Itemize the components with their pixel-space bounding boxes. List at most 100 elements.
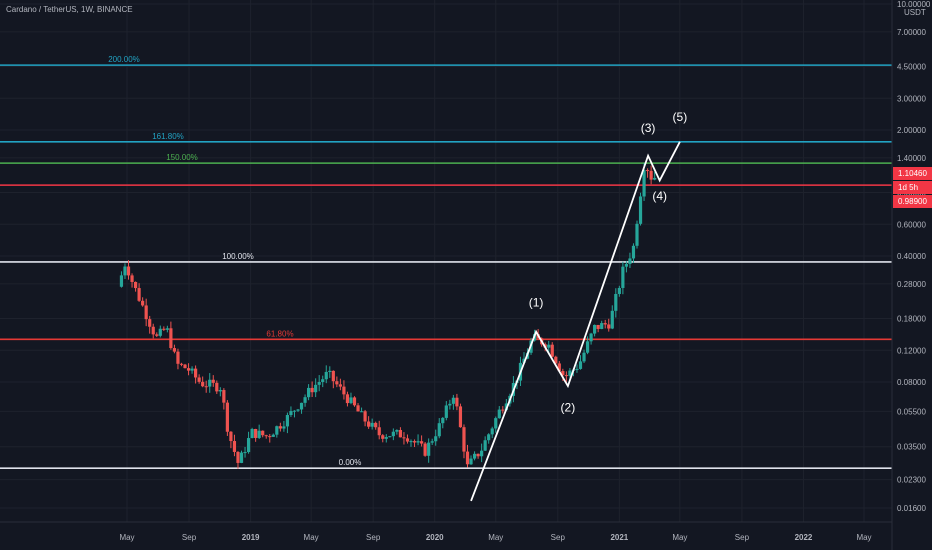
candle-body bbox=[607, 324, 611, 329]
candle-body bbox=[141, 300, 145, 306]
candle-body bbox=[430, 441, 434, 443]
candle-body bbox=[582, 352, 586, 362]
candle-body bbox=[501, 409, 505, 411]
candle-body bbox=[451, 397, 455, 404]
candle-body bbox=[232, 441, 237, 452]
y-tick-label: 2.00000 bbox=[897, 126, 926, 135]
candle-body bbox=[268, 436, 272, 438]
candles bbox=[119, 162, 657, 469]
candle-body bbox=[243, 452, 247, 454]
candle-body bbox=[398, 430, 403, 438]
price-badge bbox=[893, 181, 932, 194]
candle-body bbox=[338, 384, 342, 387]
candle-body bbox=[469, 458, 473, 465]
candle-body bbox=[547, 344, 551, 348]
candle-body bbox=[352, 397, 357, 406]
candle-body bbox=[151, 326, 155, 335]
candle-body bbox=[405, 438, 410, 442]
wave-label: (1) bbox=[529, 295, 544, 309]
candle-body bbox=[275, 426, 279, 435]
y-tick-label: 0.05500 bbox=[897, 407, 926, 416]
candle-body bbox=[186, 368, 191, 371]
candle-body bbox=[229, 431, 233, 442]
candle-body bbox=[133, 281, 138, 289]
price-axis-bg bbox=[892, 0, 932, 550]
candle-body bbox=[169, 328, 173, 349]
x-tick-label: May bbox=[488, 533, 503, 542]
candle-body bbox=[395, 430, 399, 432]
candle-body bbox=[356, 405, 360, 412]
x-tick-label: Sep bbox=[735, 533, 750, 542]
candle-body bbox=[289, 411, 293, 416]
candle-body bbox=[299, 402, 304, 410]
candle-body bbox=[554, 356, 558, 364]
candle-body bbox=[402, 437, 406, 439]
fib-label: 150.00% bbox=[166, 153, 198, 162]
candle-body bbox=[254, 428, 258, 438]
x-tick-label: Sep bbox=[182, 533, 197, 542]
candle-body bbox=[176, 351, 180, 364]
wave-label: (3) bbox=[641, 121, 656, 135]
price-badge-text: 1d 5h bbox=[898, 183, 918, 192]
candle-body bbox=[367, 421, 371, 427]
candle-body bbox=[126, 266, 131, 276]
x-tick-label: May bbox=[672, 533, 687, 542]
chart-title: Cardano / TetherUS, 1W, BINANCE bbox=[6, 5, 133, 14]
candle-body bbox=[331, 370, 335, 382]
candle-body bbox=[328, 370, 332, 372]
candle-body bbox=[119, 275, 124, 287]
candle-body bbox=[278, 426, 282, 429]
candle-body bbox=[158, 328, 162, 336]
candle-body bbox=[264, 435, 268, 437]
candle-body bbox=[222, 390, 226, 403]
candle-body bbox=[310, 387, 314, 393]
y-tick-label: 0.60000 bbox=[897, 220, 926, 229]
x-tick-label: May bbox=[304, 533, 319, 542]
wave-line[interactable] bbox=[470, 141, 681, 502]
y-tick-label: 7.00000 bbox=[897, 28, 926, 37]
x-tick-label: 2022 bbox=[795, 533, 813, 542]
candle-body bbox=[624, 263, 629, 267]
candle-body bbox=[444, 405, 448, 418]
y-tick-label: 1.40000 bbox=[897, 154, 926, 163]
candle-body bbox=[218, 390, 222, 392]
candle-body bbox=[381, 435, 385, 439]
y-tick-label: 0.18000 bbox=[897, 315, 926, 324]
candle-body bbox=[412, 441, 417, 443]
candle-body bbox=[437, 423, 441, 437]
candle-body bbox=[123, 266, 127, 276]
x-tick-label: 2019 bbox=[242, 533, 260, 542]
candle-body bbox=[419, 441, 424, 444]
candle-body bbox=[621, 266, 625, 288]
fib-label: 100.00% bbox=[222, 252, 254, 261]
candle-body bbox=[462, 427, 466, 452]
price-badge-text: 0.98900 bbox=[898, 197, 927, 206]
candle-body bbox=[635, 223, 639, 246]
candle-body bbox=[307, 387, 311, 398]
price-axis[interactable]: 10.00000 7.00000 4.50000 3.00000 2.00000 1.40… bbox=[891, 0, 932, 550]
candle-body bbox=[614, 293, 618, 311]
candle-body bbox=[321, 379, 325, 383]
candle-body bbox=[487, 434, 491, 441]
candle-body bbox=[638, 196, 643, 224]
candle-body bbox=[416, 441, 420, 443]
candle-body bbox=[575, 368, 579, 370]
candle-body bbox=[359, 411, 364, 413]
wave-label: (4) bbox=[652, 189, 667, 203]
candle-body bbox=[374, 422, 378, 428]
elliott-wave[interactable]: (1) (2) (3) (4) (5) bbox=[470, 110, 687, 502]
fib-label: 61.80% bbox=[266, 329, 293, 338]
candle-body bbox=[190, 368, 194, 371]
y-tick-label: 0.03500 bbox=[897, 443, 926, 452]
candle-body bbox=[130, 275, 134, 282]
candle-body bbox=[561, 371, 565, 376]
candle-body bbox=[314, 384, 318, 393]
candle-body bbox=[204, 386, 208, 388]
time-axis[interactable]: May Sep 2019 May Sep 2020 May Sep 2021 May Sep 2022… bbox=[0, 521, 892, 542]
candle-body bbox=[568, 370, 572, 376]
fibonacci-levels[interactable]: 200.00% 161.80% 150.00% 100.00% 61.80% 0.00% bbox=[0, 55, 892, 470]
x-tick-label: 2020 bbox=[426, 533, 444, 542]
candle-body bbox=[585, 341, 590, 353]
candle-body bbox=[642, 170, 646, 197]
